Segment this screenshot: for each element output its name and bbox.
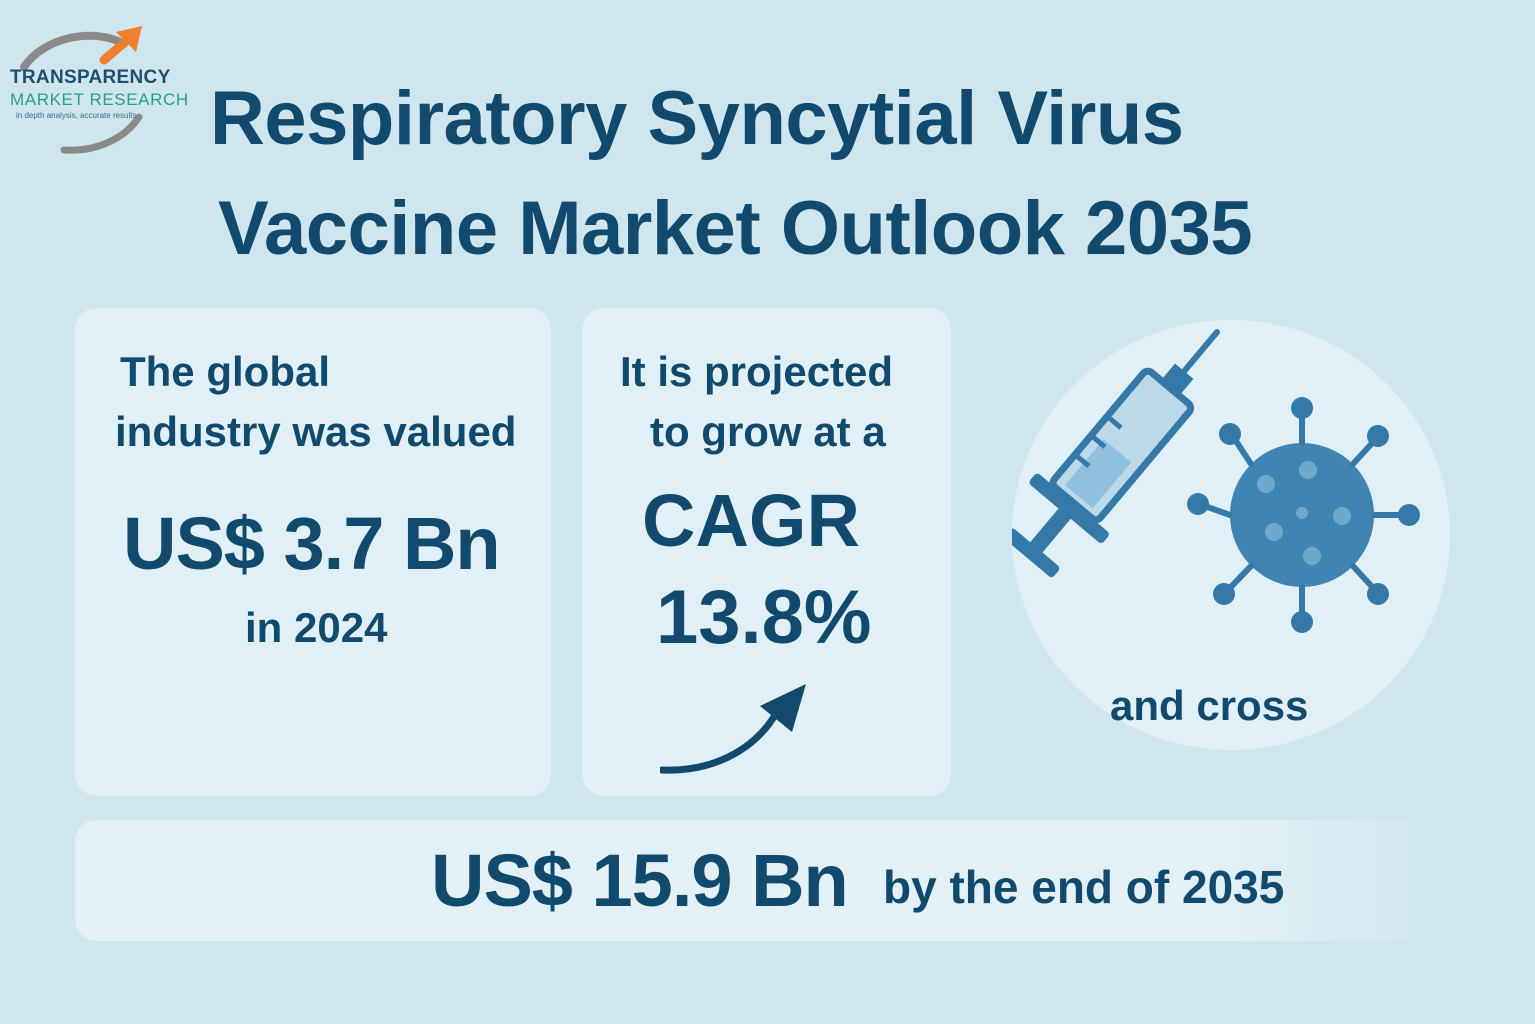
title-line-2: Vaccine Market Outlook 2035 <box>218 186 1253 271</box>
syringe-virus-illustration <box>1012 329 1420 633</box>
growth-card: It is projected to grow at a CAGR 13.8% <box>582 308 951 796</box>
cagr-rate: 13.8% <box>656 575 872 660</box>
trend-arrow-icon <box>660 684 806 774</box>
value-year: in 2024 <box>245 604 388 651</box>
title-line-1: Respiratory Syncytial Virus <box>210 76 1184 161</box>
market-value-2024: US$ 3.7 Bn <box>123 502 501 585</box>
illustration-caption: and cross <box>1110 682 1309 729</box>
logo-name: TRANSPARENCY <box>10 67 171 88</box>
logo-swoosh-icon <box>20 26 143 154</box>
logo-subname: MARKET RESEARCH <box>10 90 189 109</box>
forecast-value-2035: US$ 15.9 Bn <box>431 839 849 922</box>
market-value-card: The global industry was valued US$ 3.7 B… <box>75 308 551 796</box>
growth-intro-line-1: It is projected <box>620 348 894 395</box>
value-intro-line-2: industry was valued <box>115 408 517 455</box>
forecast-suffix: by the end of 2035 <box>883 861 1285 913</box>
value-intro-line-1: The global <box>120 348 330 395</box>
forecast-banner: US$ 15.9 Bn by the end of 2035 <box>75 820 1455 941</box>
virus-icon <box>1187 397 1420 633</box>
page-title: Respiratory Syncytial Virus Vaccine Mark… <box>210 64 1530 284</box>
illustration-circle: and cross <box>1012 320 1450 750</box>
cagr-label: CAGR <box>642 479 860 562</box>
syringe-icon <box>1012 329 1221 578</box>
growth-intro-line-2: to grow at a <box>650 408 886 455</box>
logo-tagline: in depth analysis, accurate results <box>16 111 137 120</box>
logo: TRANSPARENCY MARKET RESEARCH in depth an… <box>4 22 188 157</box>
